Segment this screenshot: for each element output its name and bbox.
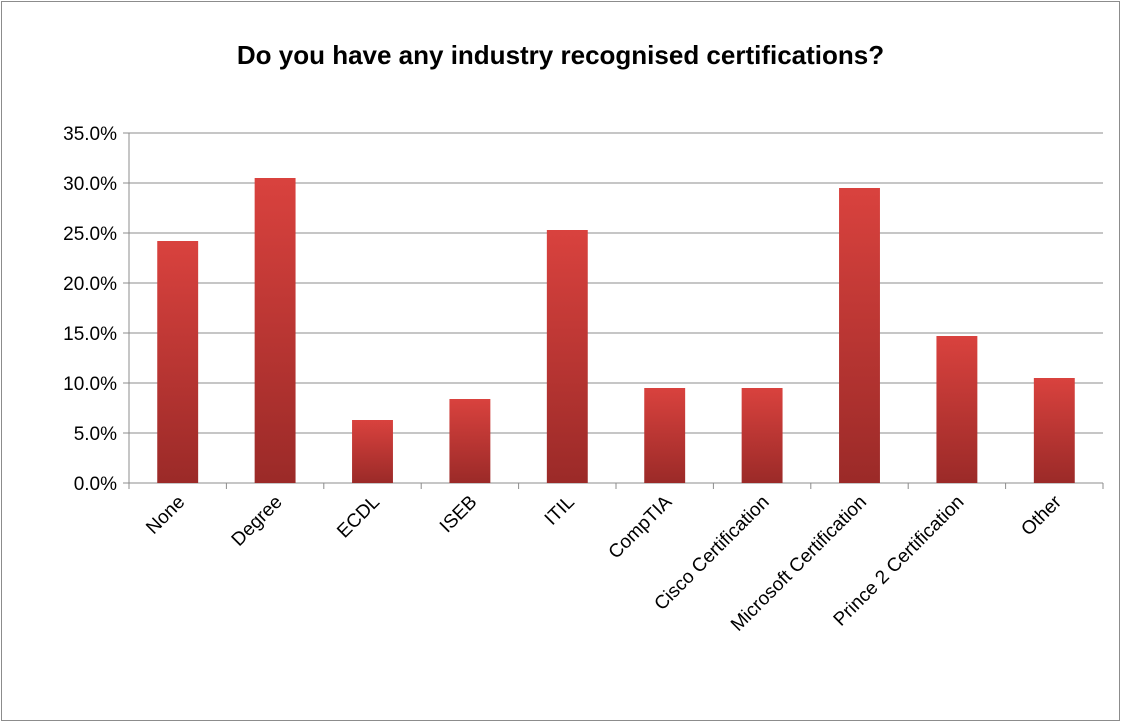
bar-other [1033,378,1075,483]
bar-itil [546,230,588,483]
x-category-label: CompTIA [605,491,677,563]
bar-none [157,241,199,483]
bar-microsoft-certification [839,188,880,483]
bar-ecdl [352,420,393,483]
y-tick-label: 0.0% [74,474,117,495]
bar-degree [254,178,296,483]
bars [157,178,1075,483]
bar-prince-2-certification [936,336,978,483]
x-category-label: ECDL [333,492,384,543]
y-tick-label: 5.0% [74,424,117,445]
bar-iseb [449,399,491,483]
y-tick-label: 25.0% [63,224,117,245]
bar-comptia [644,388,686,483]
y-tick-label: 30.0% [63,174,117,195]
x-category-label: ISEB [436,492,481,537]
x-category-label: None [142,492,189,539]
x-category-label: Other [1017,491,1066,540]
bar-cisco-certification [741,388,783,483]
x-category-label: ITIL [541,492,579,530]
chart-title: Do you have any industry recognised cert… [236,40,885,70]
y-tick-label: 15.0% [63,324,117,345]
y-tick-label: 10.0% [63,374,117,395]
y-tick-label: 20.0% [63,274,117,295]
y-tick-labels: 0.0% 5.0% 10.0% 15.0% 20.0% 25.0% 30.0% 35.0% [63,124,117,495]
y-tick-label: 35.0% [63,124,117,145]
x-category-label: Degree [228,492,287,551]
